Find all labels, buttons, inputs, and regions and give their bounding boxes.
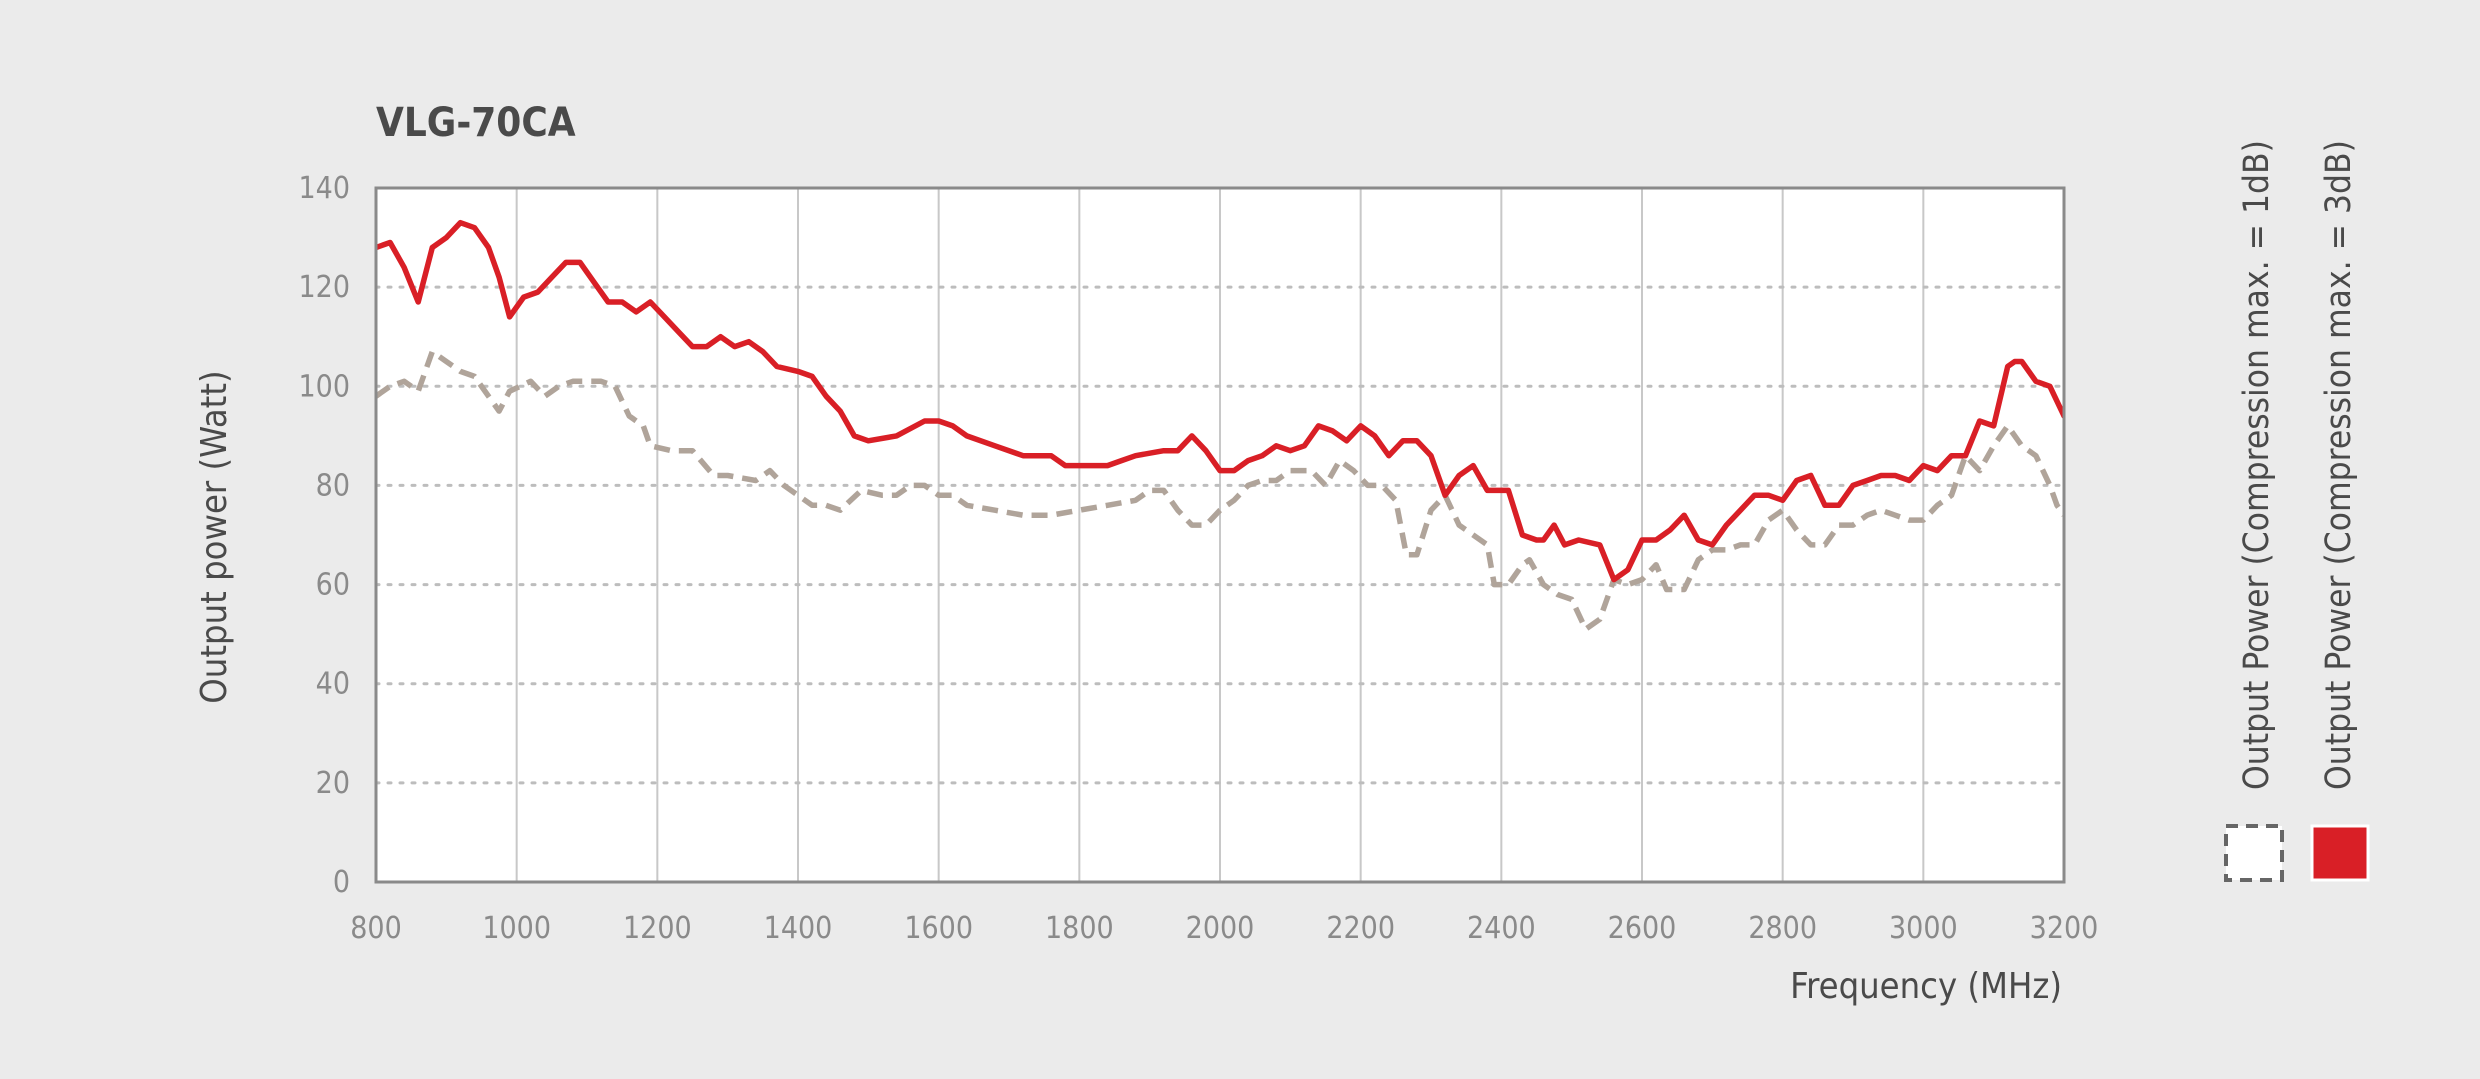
- x-tick-labels: 800 1000 1200 1400 1600 1800 2000 2200 2400 2600 2…: [350, 911, 2098, 946]
- x-tick-label-2600: 2600: [1608, 911, 1677, 946]
- y-axis-label: Output power (Watt): [194, 370, 235, 703]
- x-tick-label-1200: 1200: [623, 911, 692, 946]
- x-tick-label-800: 800: [350, 911, 402, 946]
- legend-label-3db: Output Power (Compression max. = 3dB): [2319, 140, 2359, 790]
- x-tick-label-3200: 3200: [2030, 911, 2099, 946]
- y-tick-label-80: 80: [316, 468, 350, 503]
- x-axis-label: Frequency (MHz): [1790, 966, 2062, 1007]
- legend: Output Power (Compression max. = 1dB) Ou…: [2224, 140, 2370, 882]
- x-tick-label-2400: 2400: [1467, 911, 1536, 946]
- x-tick-label-2800: 2800: [1748, 911, 1817, 946]
- x-tick-label-1400: 1400: [764, 911, 833, 946]
- legend-swatch-1db: [2224, 824, 2284, 882]
- series-line-1db: [376, 348, 2064, 632]
- x-tick-label-1600: 1600: [904, 911, 973, 946]
- x-gridlines: [515, 188, 1925, 882]
- y-tick-label-40: 40: [316, 667, 350, 702]
- y-tick-label-100: 100: [298, 369, 350, 404]
- x-tick-label-2000: 2000: [1186, 911, 1255, 946]
- y-gridlines: [374, 285, 2066, 785]
- legend-swatch-3db: [2310, 824, 2370, 882]
- chart-title: VLG-70CA: [376, 100, 576, 146]
- plot-frame: [374, 186, 2066, 884]
- y-tick-label-60: 60: [316, 568, 350, 603]
- y-tick-label-0: 0: [333, 865, 350, 900]
- y-tick-label-20: 20: [316, 766, 350, 801]
- x-tick-label-2200: 2200: [1326, 911, 1395, 946]
- legend-label-1db: Output Power (Compression max. = 1dB): [2237, 140, 2277, 790]
- y-tick-label-120: 120: [298, 270, 350, 305]
- y-tick-labels: 0 20 40 60 80 100 120 140: [298, 171, 350, 900]
- y-tick-label-140: 140: [298, 171, 350, 206]
- x-tick-label-3000: 3000: [1889, 911, 1958, 946]
- series-line-3db: [376, 219, 2064, 583]
- series-lines: [376, 219, 2064, 632]
- x-tick-label-1000: 1000: [482, 911, 551, 946]
- x-tick-label-1800: 1800: [1045, 911, 1114, 946]
